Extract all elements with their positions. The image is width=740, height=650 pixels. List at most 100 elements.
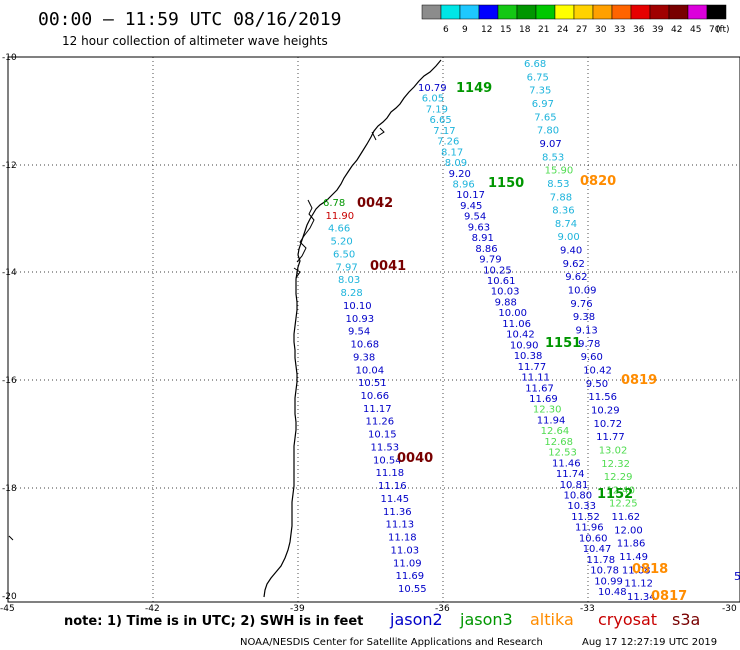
track-id-label: 1149 [456, 81, 492, 96]
legend-tick-label: 15 [500, 25, 511, 35]
legend-swatch [611, 4, 632, 20]
wave-height-value: 10.55 [398, 584, 427, 595]
wave-height-value: 9.76 [570, 299, 592, 310]
wave-height-value: 11.36 [383, 507, 412, 518]
legend-swatch [459, 4, 480, 20]
wave-height-value: 10.29 [591, 405, 620, 416]
wave-height-value: 11.78 [587, 555, 616, 566]
wave-height-value: 9.60 [581, 352, 603, 363]
wave-height-value: 11.49 [619, 552, 648, 563]
wave-height-value: 10.99 [594, 576, 623, 587]
wave-height-value: 10.51 [358, 378, 387, 389]
wave-height-value: 10.04 [356, 365, 385, 376]
wave-height-value: 8.09 [445, 158, 467, 169]
track-id-label: 0042 [357, 196, 393, 211]
wave-height-value: 10.68 [351, 340, 380, 351]
wave-height-value: 11.69 [529, 394, 558, 405]
legend-tick-label: 30 [595, 25, 607, 35]
wave-height-value: 11.18 [376, 468, 405, 479]
wave-height-value: 8.74 [555, 219, 577, 230]
legend-tick-label: 36 [633, 25, 645, 35]
satellite-legend-s3a: s3a [672, 610, 700, 629]
small-mark [8, 535, 14, 541]
track-id-label: 0041 [370, 259, 406, 274]
satellite-legend-altika: altika [530, 610, 574, 629]
lat-label: -18 [2, 484, 17, 494]
wave-height-value: 11.62 [612, 512, 641, 523]
wave-height-value: 8.53 [542, 152, 564, 163]
wave-height-value: 11.86 [617, 539, 646, 550]
wave-height-value: 7.97 [336, 262, 358, 273]
wave-height-value: 12.30 [533, 405, 562, 416]
wave-height-value: 9.45 [460, 201, 482, 212]
lon-label: -45 [0, 604, 15, 614]
wave-height-value: 4.66 [328, 224, 350, 235]
legend-swatch [630, 4, 651, 20]
legend-swatch [478, 4, 499, 20]
wave-height-value: 8.17 [441, 147, 463, 158]
wave-height-value: 11.56 [588, 392, 617, 403]
wave-height-value: 7.88 [550, 192, 572, 203]
wave-height-value: 10.80 [564, 491, 593, 502]
wave-height-value: 11.67 [525, 383, 554, 394]
wave-height-value: 11.77 [596, 432, 625, 443]
wave-height-value: 7.17 [433, 126, 455, 137]
track-id-labels: 1149 1150 1151 1152 0820 0819 0818 0817 0042 0041… [357, 81, 687, 604]
lon-label: -39 [290, 604, 305, 614]
lat-label: -14 [2, 268, 17, 278]
wave-height-value: 8.91 [472, 233, 494, 244]
legend-swatch [516, 4, 537, 20]
track-id-label: 1150 [488, 176, 524, 191]
wave-height-value: 10.42 [583, 366, 612, 377]
map-title: 00:00 – 11:59 UTC 08/16/2019 [38, 9, 341, 30]
wave-height-value: 10.33 [567, 501, 596, 512]
wave-height-value: 11.45 [381, 494, 410, 505]
wave-height-value: 6.68 [524, 59, 546, 70]
lat-label: -20 [2, 592, 17, 602]
wave-height-value: 13.02 [599, 445, 628, 456]
wave-height-value: 11.34 [627, 592, 656, 603]
legend-swatch [592, 4, 613, 20]
wave-height-value: 9.54 [348, 327, 370, 338]
graticule [8, 57, 740, 602]
coastline [263, 59, 442, 598]
wave-height-value: 10.93 [346, 314, 375, 325]
legend-tick-label: 6 [443, 25, 449, 35]
legend-swatch [497, 4, 518, 20]
wave-height-value: 6.97 [532, 99, 554, 110]
satellite-legend: jason2 jason3 altika cryosat s3a [389, 610, 700, 629]
wave-height-value: 11.46 [552, 458, 581, 469]
wave-height-value: 15.90 [545, 166, 574, 177]
wave-height-value: 11.96 [575, 523, 604, 534]
wave-height-value: 10.09 [568, 286, 597, 297]
legend-swatch [440, 4, 461, 20]
wave-height-value: 12.32 [601, 459, 630, 470]
map-frame [7, 56, 740, 603]
longitude-labels: -45 -42 -39 -36 -33 -30 [0, 604, 737, 614]
wave-height-value: 12.00 [614, 525, 643, 536]
wave-height-value: 7.19 [426, 104, 448, 115]
wave-height-value: 9.54 [464, 212, 486, 223]
legend-tick-label: 39 [652, 25, 664, 35]
lon-label: -36 [435, 604, 450, 614]
wave-height-value: 5.20 [331, 237, 353, 248]
legend-swatch [573, 4, 594, 20]
wave-height-value: 10.48 [598, 587, 627, 598]
track-a-values: 10.796.057.196.657.177.268.178.099.208.9… [418, 83, 627, 598]
wave-height-value: 10.66 [361, 391, 390, 402]
wave-height-value: 9.62 [565, 272, 587, 283]
wave-height-value: 8.96 [453, 180, 475, 191]
wave-height-value: 10.25 [483, 265, 512, 276]
wave-height-value: 10.90 [510, 340, 539, 351]
wave-height-value: 11.12 [624, 579, 653, 590]
note-text: note: 1) Time is in UTC; 2) SWH is in fe… [64, 614, 363, 629]
track-id-label: 1151 [545, 336, 581, 351]
wave-height-value: 11.17 [363, 404, 392, 415]
lat-label: -16 [2, 376, 17, 386]
wave-height-value: 9.79 [479, 255, 501, 266]
wave-height-value: 8.28 [341, 288, 363, 299]
wave-height-value: 6.05 [422, 94, 444, 105]
legend-tick-label: 24 [557, 25, 569, 35]
wave-height-value: 9.62 [563, 259, 585, 270]
